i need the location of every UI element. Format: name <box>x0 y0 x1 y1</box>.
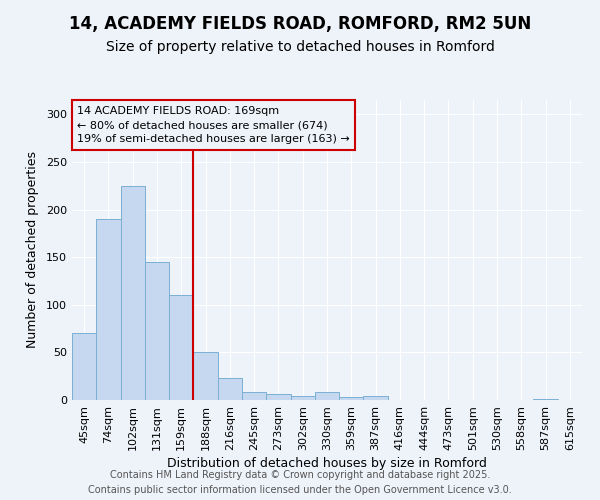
Bar <box>145 262 169 400</box>
Bar <box>339 397 364 400</box>
Text: Size of property relative to detached houses in Romford: Size of property relative to detached ho… <box>106 40 494 54</box>
Y-axis label: Number of detached properties: Number of detached properties <box>26 152 39 348</box>
Bar <box>242 392 266 400</box>
Bar <box>290 396 315 400</box>
Bar <box>72 334 96 400</box>
Bar <box>169 295 193 400</box>
Text: Contains HM Land Registry data © Crown copyright and database right 2025.: Contains HM Land Registry data © Crown c… <box>110 470 490 480</box>
Bar <box>121 186 145 400</box>
Bar <box>364 396 388 400</box>
Text: 14, ACADEMY FIELDS ROAD, ROMFORD, RM2 5UN: 14, ACADEMY FIELDS ROAD, ROMFORD, RM2 5U… <box>69 15 531 33</box>
X-axis label: Distribution of detached houses by size in Romford: Distribution of detached houses by size … <box>167 457 487 470</box>
Bar <box>315 392 339 400</box>
Text: Contains public sector information licensed under the Open Government Licence v3: Contains public sector information licen… <box>88 485 512 495</box>
Bar <box>193 352 218 400</box>
Bar <box>96 219 121 400</box>
Text: 14 ACADEMY FIELDS ROAD: 169sqm
← 80% of detached houses are smaller (674)
19% of: 14 ACADEMY FIELDS ROAD: 169sqm ← 80% of … <box>77 106 350 144</box>
Bar <box>533 399 558 400</box>
Bar <box>266 394 290 400</box>
Bar <box>218 378 242 400</box>
